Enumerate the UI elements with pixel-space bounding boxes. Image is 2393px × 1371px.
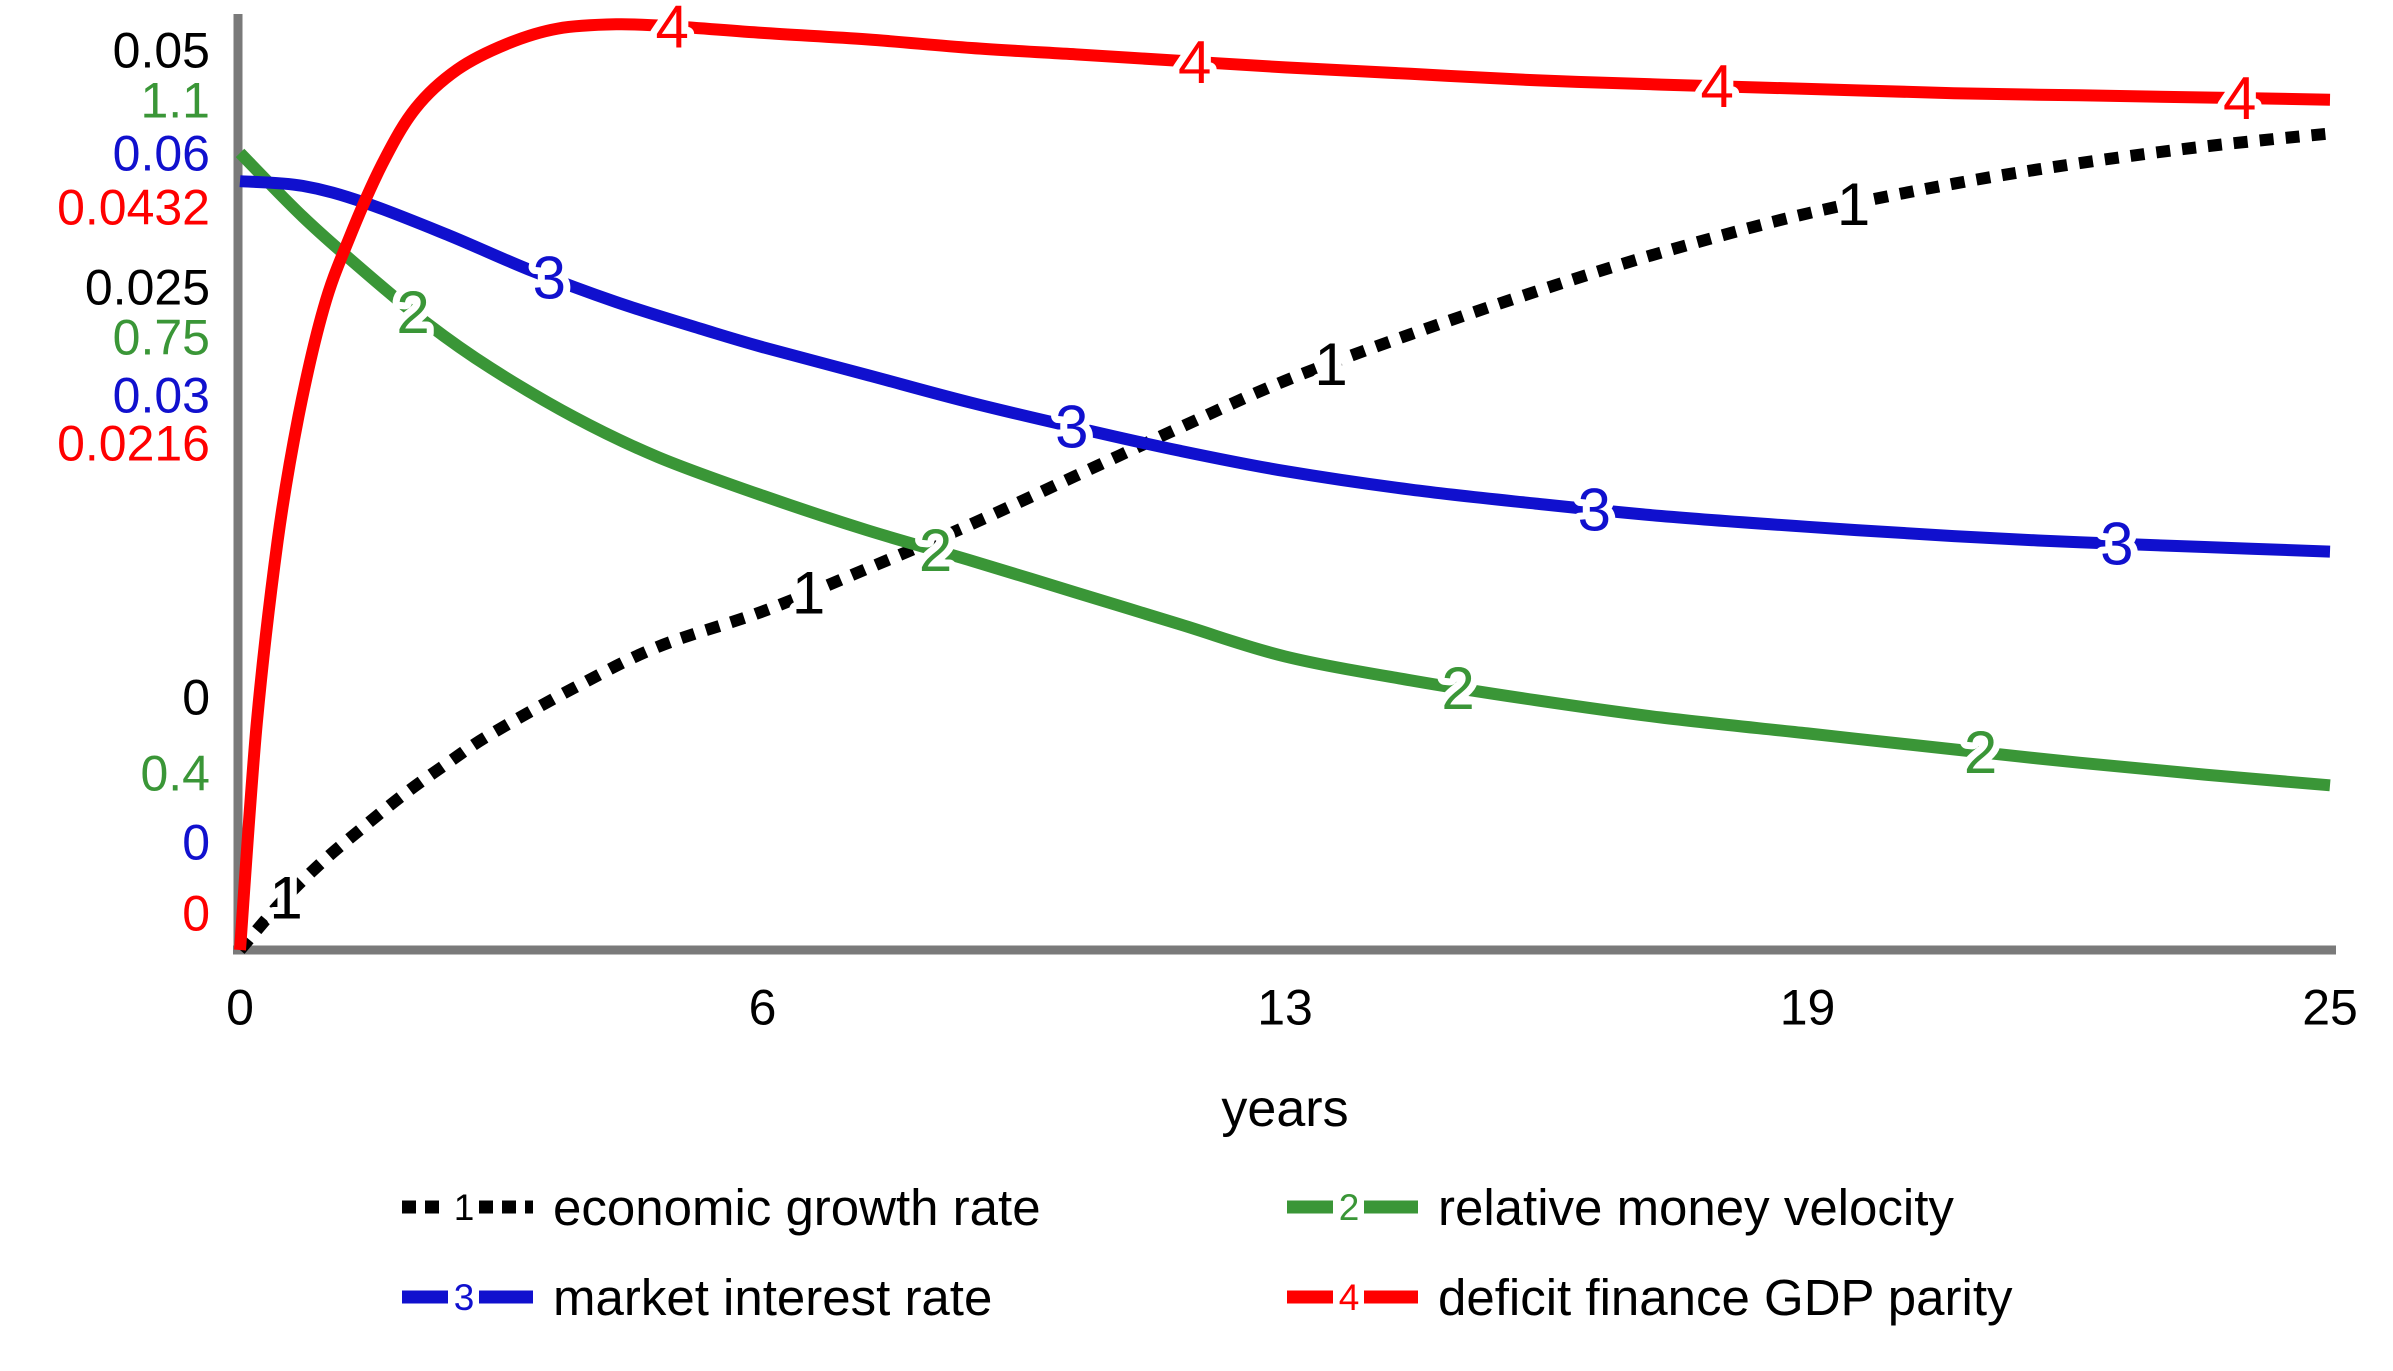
x-tick-label: 0: [226, 980, 254, 1036]
legend-key-number: 3: [454, 1277, 475, 1318]
curve-marker-3: 3: [533, 244, 566, 311]
legend-item: 3 market interest rate: [402, 1269, 992, 1326]
y-tick-label: 1.1: [140, 73, 210, 129]
y-tick-label: 0.05: [113, 23, 210, 79]
series-curves: [234, 18, 2331, 954]
x-tick-label: 6: [749, 980, 777, 1036]
legend-item-label: market interest rate: [553, 1269, 992, 1326]
legend-item: 4 deficit finance GDP parity: [1287, 1269, 2013, 1326]
series-curve-2: [235, 148, 2331, 792]
curve-marker-1: 1: [1837, 171, 1870, 238]
series-curve-4: [234, 18, 2331, 951]
y-tick-label: 0.03: [113, 368, 210, 424]
x-axis-labels: 0 6 13 19 25: [226, 980, 2358, 1036]
legend-key-number: 2: [1339, 1187, 1360, 1228]
x-tick-label: 13: [1257, 980, 1313, 1036]
curve-marker-3: 3: [2100, 511, 2133, 578]
legend-key-number: 4: [1339, 1277, 1360, 1318]
curve-marker-2: 2: [919, 517, 952, 584]
legend-item-label: relative money velocity: [1438, 1179, 1954, 1236]
x-tick-label: 25: [2302, 980, 2358, 1036]
curve-marker-1: 1: [1314, 331, 1347, 398]
y-tick-label: 0.0216: [57, 416, 210, 472]
curve-marker-2: 2: [1441, 655, 1474, 722]
curve-marker-3: 3: [1055, 394, 1088, 461]
curve-marker-4: 4: [656, 0, 689, 60]
legend-key-number: 1: [454, 1187, 475, 1228]
curve-marker-3: 3: [1578, 476, 1611, 543]
curve-marker-2: 2: [396, 279, 429, 346]
y-tick-label: 0: [182, 670, 210, 726]
curve-marker-2: 2: [1964, 719, 1997, 786]
legend-item: 2 relative money velocity: [1287, 1179, 1954, 1236]
legend-item: 1 economic growth rate: [402, 1179, 1041, 1236]
curve-marker-4: 4: [1178, 29, 1211, 96]
curve-marker-4: 4: [2223, 65, 2256, 132]
curve-marker-1: 1: [269, 865, 302, 932]
legend-item-label: economic growth rate: [553, 1179, 1041, 1236]
x-tick-label: 19: [1780, 980, 1836, 1036]
y-tick-label: 0.4: [140, 746, 210, 802]
y-tick-label: 0.0432: [57, 180, 210, 236]
legend-item-label: deficit finance GDP parity: [1438, 1269, 2013, 1326]
y-tick-label: 0.025: [85, 260, 210, 316]
y-tick-label: 0: [182, 886, 210, 942]
y-tick-label: 0.75: [113, 310, 210, 366]
series-curve-3: [239, 175, 2331, 558]
series-curve-1: [235, 127, 2331, 954]
y-tick-label: 0.06: [113, 126, 210, 182]
axes: [233, 14, 2336, 955]
legend: 1 economic growth rate 3 market interest ra…: [402, 1179, 2013, 1326]
y-tick-label: 0: [182, 815, 210, 871]
curve-markers: 1 1 1 1 2 2 2 2 3 3 3 3 4 4 4 4: [262, 0, 2263, 939]
curve-marker-4: 4: [1701, 53, 1734, 120]
x-axis-title: years: [1221, 1080, 1348, 1138]
curve-marker-1: 1: [792, 560, 825, 627]
